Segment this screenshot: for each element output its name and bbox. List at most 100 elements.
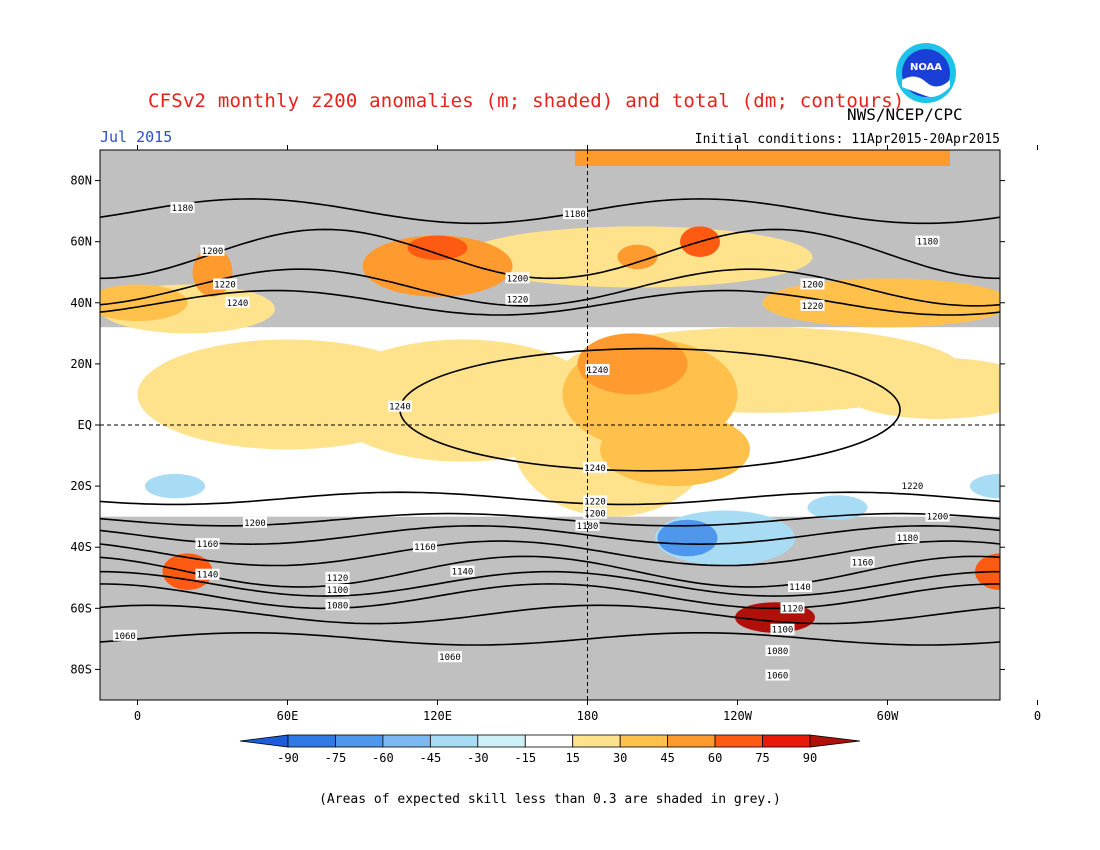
contour-label-bg — [583, 495, 607, 507]
lon-tick-label: 60W — [877, 709, 899, 723]
contour-1220 — [100, 268, 1000, 307]
lon-tick-label: 0 — [1034, 709, 1041, 723]
contour-label-bg — [225, 296, 250, 308]
contour-label: 1240 — [389, 403, 411, 413]
anomaly-45-60 — [362, 235, 513, 297]
contour-label: 1140 — [197, 571, 219, 581]
colorbar-box — [477, 734, 526, 748]
contour-label-bg — [780, 602, 805, 614]
contour-label-bg — [900, 480, 925, 492]
contour-1200 — [100, 228, 1000, 280]
colorbar-box — [667, 734, 716, 748]
contour-label: 1060 — [767, 672, 789, 682]
contour-label-bg — [770, 623, 795, 635]
colorbar: -90 -75 -60 -45 -30 -15 15 30 45 60 75 90 — [239, 734, 861, 765]
colorbar-label: -15 — [514, 751, 536, 765]
colorbar-arrow-high — [809, 734, 861, 748]
contour-label-bg — [800, 278, 825, 290]
anomaly-45-60 — [617, 244, 658, 270]
contour-label: 1240 — [227, 299, 249, 309]
contour-label: 1180 — [897, 534, 919, 544]
lat-tick-label: 20N — [70, 357, 92, 371]
contour-label-bg — [925, 510, 950, 522]
contour-1180 — [100, 198, 1000, 225]
lat-tick-label: 20S — [70, 479, 92, 493]
contour-label: 1180 — [172, 204, 194, 214]
contour-label-bg — [200, 244, 225, 256]
lon-tick-label: 120W — [723, 709, 753, 723]
contour-label-bg — [213, 278, 237, 290]
contour-label-bg — [325, 571, 350, 583]
contour-label-bg — [788, 580, 812, 592]
contour-label-bg — [585, 364, 610, 375]
contour-label: 1220 — [802, 302, 824, 312]
contour-label: 1060 — [114, 632, 136, 642]
contour-label: 1240 — [587, 366, 609, 376]
contour-1060 — [100, 632, 1000, 646]
contour-label: 1180 — [917, 238, 939, 248]
colorbar-label: 30 — [613, 751, 627, 765]
colorbar-box — [524, 734, 574, 748]
anomaly-minus-30 — [807, 495, 868, 520]
contour-label-bg — [505, 293, 530, 305]
contour-label: 1160 — [414, 543, 436, 553]
colorbar-label: -75 — [325, 751, 347, 765]
contour-label: 1240 — [584, 464, 606, 474]
contour-label: 1220 — [584, 497, 606, 507]
contour-label: 1120 — [327, 574, 349, 584]
contour-label: 1100 — [327, 586, 349, 596]
colorbar-label: -45 — [420, 751, 442, 765]
lat-tick-label: 60N — [70, 235, 92, 249]
lat-tick-label: 60S — [70, 601, 92, 615]
contour-1240 — [100, 289, 1000, 316]
colorbar-label: 90 — [803, 751, 817, 765]
anomaly-minus-60 — [657, 519, 718, 557]
colorbar-label: -30 — [467, 751, 489, 765]
anomaly-30-45 — [600, 412, 750, 487]
colorbar-label: 60 — [708, 751, 722, 765]
contour-1100 — [100, 583, 1000, 610]
contour-label: 1160 — [852, 559, 874, 569]
contour-1120 — [100, 570, 1000, 597]
anomaly-15-30 — [837, 357, 1000, 419]
contour-label-bg — [243, 516, 267, 528]
anomaly-30-45 — [762, 278, 1000, 328]
colorbar-box — [619, 734, 669, 748]
map-axes: 80N 60N 40N 20N EQ 20S 40S 60S 80S 0 60E 120E 180 120… — [70, 145, 1041, 723]
contour-label: 1200 — [584, 510, 606, 520]
map-plot-area: 1180 1180 1180 1200 1200 1200 1220 1220 1220 1240… — [100, 150, 1000, 700]
anomaly-30-45 — [100, 284, 188, 322]
colorbar-box — [287, 734, 336, 748]
contour-label: 1140 — [789, 583, 811, 593]
lon-tick-label: 60E — [277, 709, 299, 723]
colorbar-box — [572, 734, 621, 748]
colorbar-label: 45 — [660, 751, 674, 765]
contour-label-bg — [450, 565, 475, 577]
contour-label-bg — [195, 568, 220, 580]
contour-label-bg — [575, 519, 600, 531]
contour-1180 — [100, 524, 1000, 546]
colorbar-box — [762, 734, 811, 748]
contour-label-bg — [800, 299, 825, 311]
lat-tick-label: 40N — [70, 296, 92, 310]
contour-label: 1200 — [507, 274, 529, 284]
contour-1160 — [100, 540, 1000, 567]
colorbar-label: 15 — [566, 751, 580, 765]
colorbar-label: -90 — [277, 751, 299, 765]
contour-label: 1220 — [902, 482, 924, 492]
contour-label: 1220 — [507, 296, 529, 306]
contour-label: 1080 — [767, 647, 789, 657]
contour-label: 1180 — [577, 522, 599, 532]
contour-label: 1180 — [564, 210, 586, 220]
contour-label: 1160 — [197, 540, 219, 550]
anomaly-minus-30 — [145, 473, 205, 499]
logo-text: NOAA — [910, 62, 942, 73]
contour-label-bg — [915, 235, 940, 247]
colorbar-box — [335, 734, 384, 748]
contour-label-bg — [850, 556, 875, 568]
contour-label: 1120 — [782, 604, 804, 614]
colorbar-box — [429, 734, 479, 748]
contour-label: 1140 — [452, 568, 474, 578]
contour-label-bg — [895, 532, 920, 544]
